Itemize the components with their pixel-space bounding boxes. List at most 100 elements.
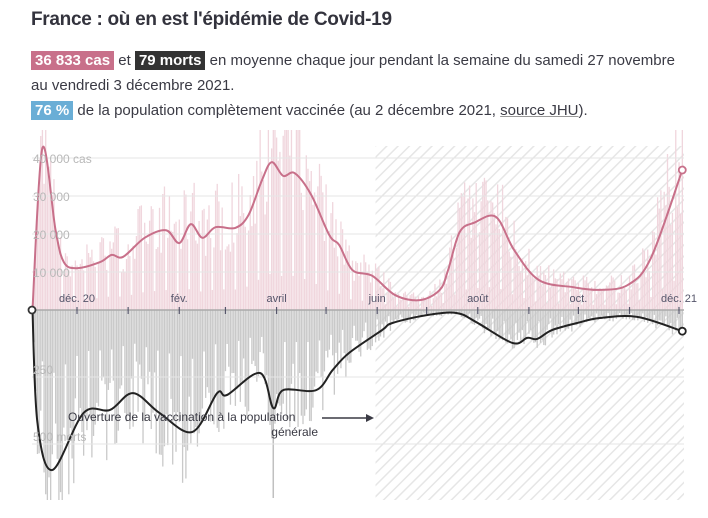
deaths-daily-bar xyxy=(91,310,93,458)
deaths-daily-bar xyxy=(610,310,613,318)
deaths-daily-bar xyxy=(323,310,326,372)
cases-daily-bar xyxy=(137,209,139,310)
cases-daily-bar xyxy=(411,293,413,310)
cases-daily-bar xyxy=(610,275,613,310)
deaths-daily-bar xyxy=(209,310,212,422)
cases-daily-bar xyxy=(615,304,618,310)
cases-daily-bar xyxy=(673,280,675,310)
cases-daily-bar xyxy=(429,290,431,310)
deaths-daily-bar xyxy=(538,310,540,322)
cases-daily-bar xyxy=(313,192,316,310)
cases-daily-bar xyxy=(183,190,185,310)
deaths-daily-bar xyxy=(521,310,524,331)
vaccination-annotation: Ouverture de la vaccination à la populat… xyxy=(68,410,374,439)
deaths-daily-bar xyxy=(259,310,261,353)
cases-daily-bar xyxy=(106,269,108,310)
deaths-daily-bar xyxy=(554,310,557,326)
deaths-daily-bar xyxy=(280,310,283,414)
cases-daily-bar xyxy=(595,294,598,310)
cases-daily-bar xyxy=(162,194,164,310)
deaths-daily-bar xyxy=(127,310,129,416)
cases-daily-bar xyxy=(510,256,512,310)
deaths-daily-bar xyxy=(569,310,571,320)
deaths-daily-bar xyxy=(168,310,171,354)
cases-daily-bar xyxy=(561,279,563,310)
deaths-daily-bar xyxy=(186,310,189,451)
deaths-daily-bar xyxy=(54,310,57,424)
cases-daily-bar xyxy=(495,224,497,310)
deaths-daily-bar xyxy=(653,310,655,315)
cases-daily-bar xyxy=(172,231,174,310)
deaths-daily-bar xyxy=(671,310,674,335)
deaths-daily-bar xyxy=(358,310,360,352)
deaths-daily-bar xyxy=(41,310,44,362)
deaths-daily-bar xyxy=(335,310,337,353)
deaths-daily-bar xyxy=(200,310,202,426)
cases-daily-bar xyxy=(310,171,312,310)
deaths-daily-bar xyxy=(495,310,497,339)
deaths-daily-bar xyxy=(238,310,240,341)
cases-daily-bar xyxy=(124,271,126,310)
cases-daily-bar xyxy=(501,184,504,310)
deaths-daily-bar xyxy=(523,310,525,344)
cases-daily-bar xyxy=(366,272,368,310)
deaths-daily-bar xyxy=(119,310,121,389)
cases-daily-bar xyxy=(620,275,622,310)
deaths-daily-bar xyxy=(424,310,426,314)
deaths-daily-bar xyxy=(325,310,327,351)
deaths-daily-bar xyxy=(396,310,398,321)
deaths-daily-bar xyxy=(485,310,487,324)
cases-daily-bar xyxy=(294,172,296,310)
deaths-daily-bar xyxy=(236,310,238,390)
cases-daily-bar xyxy=(681,130,683,310)
cases-daily-bar xyxy=(157,247,159,310)
deaths-daily-bar xyxy=(330,310,332,335)
deaths-daily-bar xyxy=(635,310,637,316)
deaths-daily-bar xyxy=(163,310,166,447)
cases-daily-bar xyxy=(242,213,245,310)
deaths-daily-bar xyxy=(125,310,128,422)
deaths-daily-bar xyxy=(216,310,218,428)
cases-daily-bar xyxy=(188,289,190,310)
deaths-daily-bar xyxy=(48,310,50,478)
cases-daily-bar xyxy=(244,226,246,310)
cases-daily-bar xyxy=(548,265,550,310)
deaths-daily-bar xyxy=(525,310,527,339)
deaths-daily-bar xyxy=(228,310,230,367)
deaths-daily-bar xyxy=(195,310,197,427)
cases-daily-bar xyxy=(592,304,594,310)
cases-daily-bar xyxy=(299,130,301,310)
cases-axis-label: 10 000 xyxy=(33,266,70,280)
deaths-daily-bar xyxy=(51,310,53,455)
deaths-daily-bar xyxy=(317,310,319,374)
deaths-daily-bar xyxy=(181,310,184,483)
deaths-daily-bar xyxy=(465,310,467,317)
cases-daily-bar xyxy=(307,168,309,310)
cases-axis-label: 30 000 xyxy=(33,190,70,204)
summary-end: ). xyxy=(578,102,588,119)
deaths-daily-bar xyxy=(104,310,106,385)
cases-daily-bar xyxy=(41,130,44,310)
cases-daily-bar xyxy=(312,204,314,310)
source-link[interactable]: source JHU xyxy=(500,102,579,119)
cases-daily-bar xyxy=(361,300,364,310)
deaths-daily-bar xyxy=(623,310,626,317)
cases-daily-bar xyxy=(619,292,621,310)
deaths-daily-bar xyxy=(633,310,636,321)
cases-daily-bar xyxy=(516,253,519,310)
cases-daily-bar xyxy=(338,293,340,310)
deaths-daily-bar xyxy=(302,310,304,425)
cases-daily-bar xyxy=(365,262,367,310)
deaths-daily-bar xyxy=(647,310,649,323)
cases-axis-label: 40 000 cas xyxy=(33,152,92,166)
deaths-daily-bar xyxy=(503,310,505,322)
cases-daily-bar xyxy=(238,173,240,310)
deaths-daily-bar xyxy=(246,310,248,416)
cases-daily-bar xyxy=(120,272,123,310)
cases-daily-bar xyxy=(553,269,555,310)
cases-daily-bar xyxy=(96,298,98,310)
deaths-daily-bar xyxy=(234,310,237,406)
deaths-daily-bar xyxy=(223,310,225,429)
cases-daily-bar xyxy=(665,205,667,310)
deaths-daily-bar xyxy=(630,310,632,313)
